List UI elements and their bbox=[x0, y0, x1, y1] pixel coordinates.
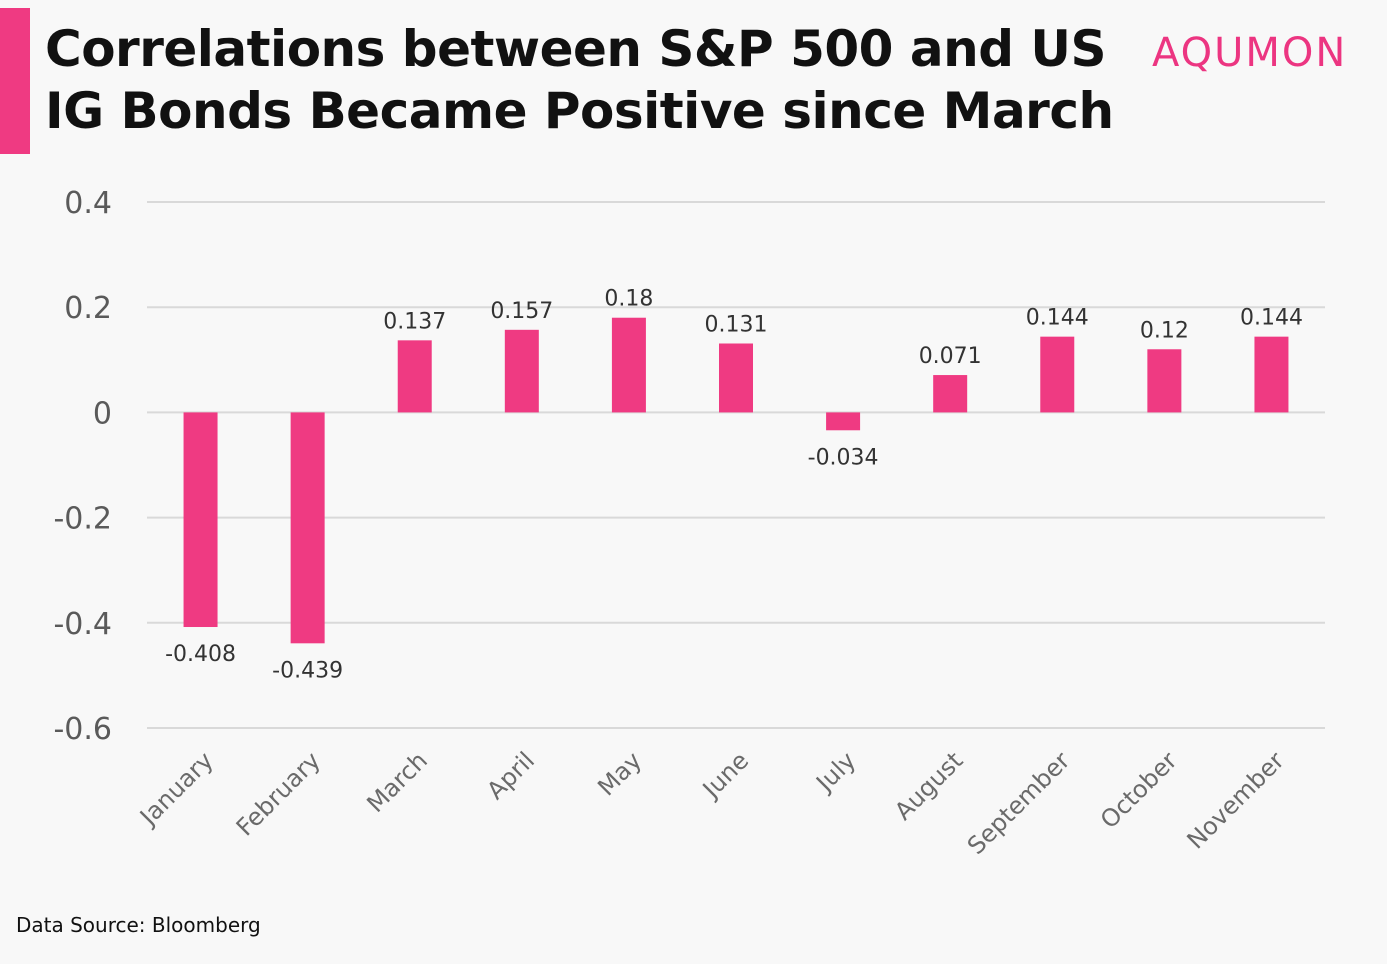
x-category-label: September bbox=[962, 746, 1076, 860]
data-label: 0.071 bbox=[919, 344, 982, 369]
y-tick-label: -0.2 bbox=[53, 502, 112, 537]
data-label: 0.18 bbox=[604, 287, 653, 312]
gridlines bbox=[147, 201, 1325, 729]
data-label: -0.439 bbox=[272, 658, 343, 683]
x-category-label: June bbox=[696, 746, 754, 804]
bar bbox=[1147, 349, 1182, 413]
data-label: 0.157 bbox=[490, 299, 553, 324]
x-category-label: November bbox=[1182, 746, 1290, 854]
data-label: 0.144 bbox=[1240, 306, 1303, 331]
bar bbox=[826, 412, 861, 431]
y-tick-label: -0.6 bbox=[53, 712, 112, 747]
bar bbox=[719, 343, 753, 413]
bar bbox=[397, 340, 432, 413]
y-tick-label: -0.4 bbox=[53, 607, 112, 642]
brand-logo: AQUMON bbox=[1152, 30, 1348, 76]
bars bbox=[183, 317, 1289, 644]
bar bbox=[933, 375, 968, 413]
data-label: -0.034 bbox=[808, 445, 879, 470]
data-label: 0.137 bbox=[383, 309, 446, 334]
x-category-label: May bbox=[592, 746, 647, 801]
data-label: 0.144 bbox=[1026, 306, 1089, 331]
bar bbox=[1254, 336, 1289, 413]
data-label: 0.12 bbox=[1140, 318, 1189, 343]
x-category-label: February bbox=[231, 746, 326, 841]
y-axis-ticks: 0.4 0.2 0 -0.2 -0.4 -0.6 bbox=[53, 186, 112, 747]
x-axis-categories: January February March April May June July Augu… bbox=[133, 746, 1290, 860]
bar bbox=[1040, 336, 1075, 413]
y-tick-label: 0 bbox=[93, 396, 112, 431]
bar bbox=[611, 317, 646, 413]
y-tick-label: 0.2 bbox=[64, 291, 112, 326]
data-labels: -0.408 -0.439 0.137 0.157 0.18 0.131 -0.034 0.0… bbox=[165, 287, 1303, 684]
data-label: 0.131 bbox=[705, 312, 768, 337]
x-category-label: April bbox=[481, 746, 540, 805]
x-category-label: October bbox=[1095, 746, 1183, 834]
x-category-label: March bbox=[361, 746, 433, 818]
x-category-label: January bbox=[133, 746, 219, 832]
y-tick-label: 0.4 bbox=[64, 186, 112, 221]
bar bbox=[183, 412, 218, 628]
bar bbox=[290, 412, 325, 644]
bar bbox=[504, 329, 539, 413]
chart-title: Correlations between S&P 500 and US IG B… bbox=[45, 20, 1114, 140]
title-accent-bar bbox=[0, 8, 30, 154]
x-category-label: July bbox=[810, 746, 862, 798]
data-label: -0.408 bbox=[165, 642, 236, 667]
x-category-label: August bbox=[889, 746, 968, 825]
data-source-note: Data Source: Bloomberg bbox=[16, 913, 261, 937]
